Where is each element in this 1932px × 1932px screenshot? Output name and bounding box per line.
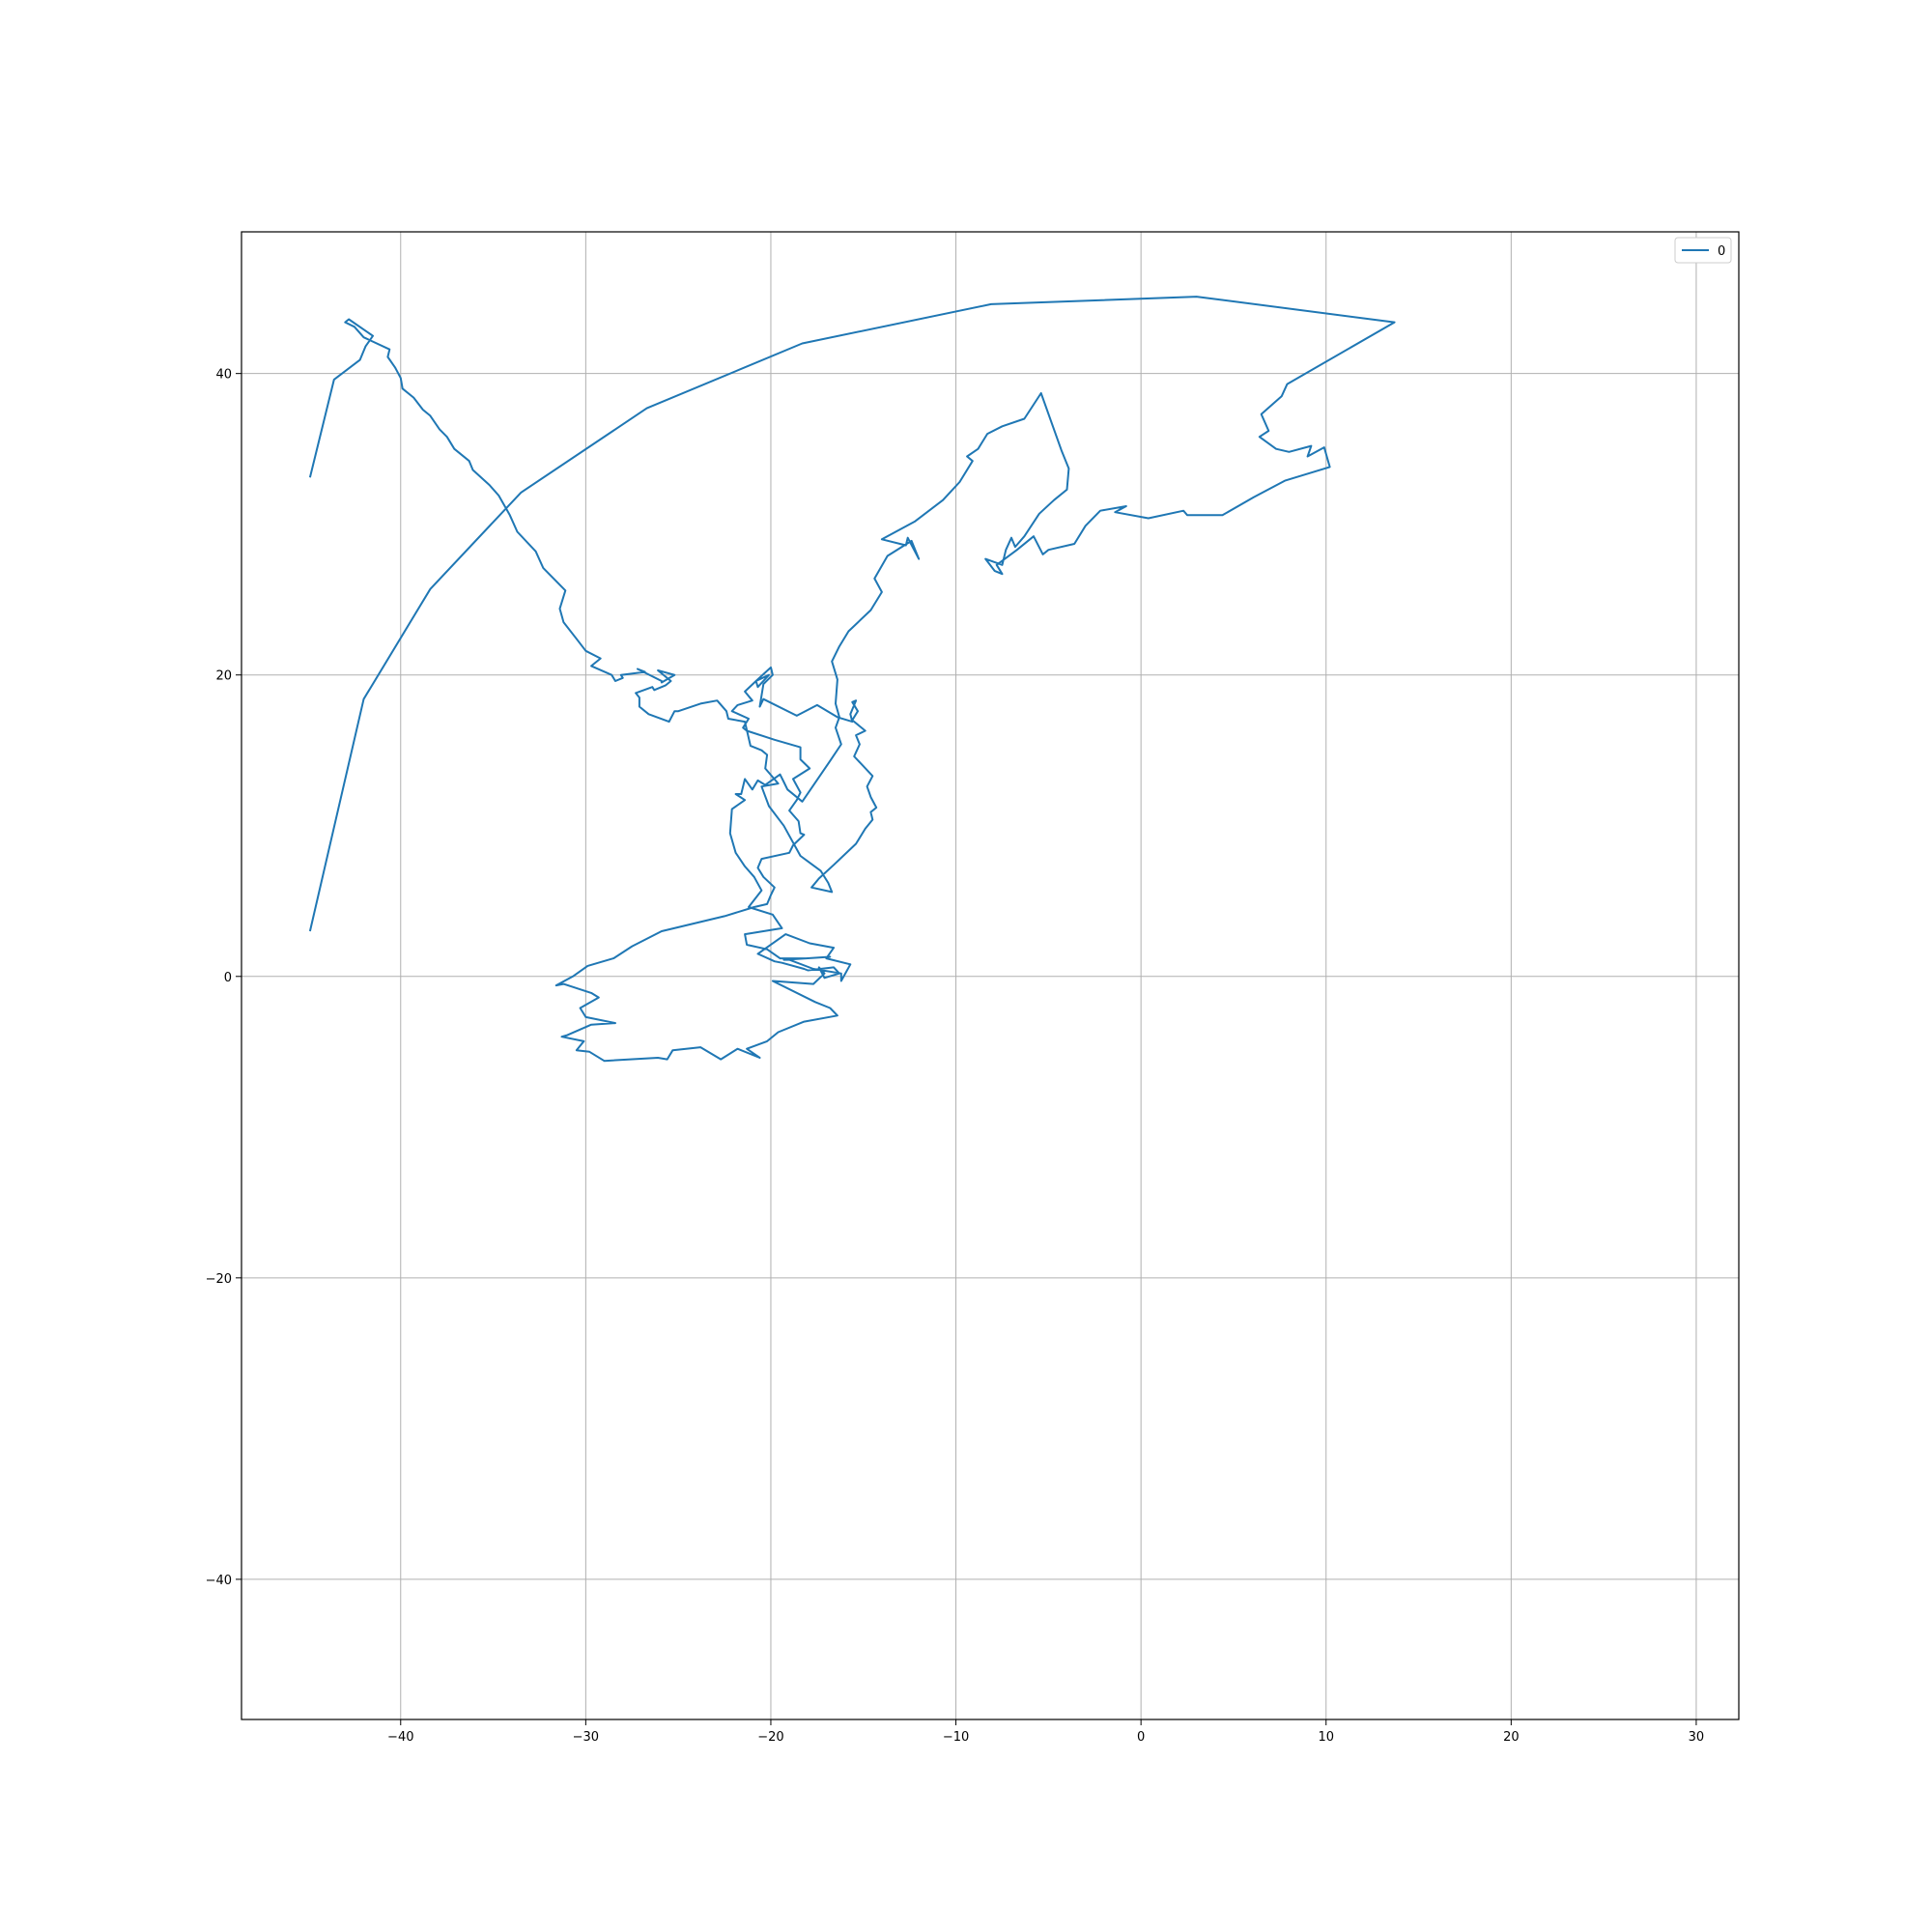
x-tick-label: −20 — [757, 1730, 783, 1745]
plot-frame — [241, 231, 1740, 1720]
x-tick-label: −10 — [943, 1730, 969, 1745]
x-tick-label: −40 — [387, 1730, 413, 1745]
series-layer — [308, 296, 1396, 1063]
y-tick-label: 40 — [215, 368, 232, 383]
x-tick-label: 0 — [1137, 1730, 1145, 1745]
legend-label-0: 0 — [1718, 244, 1725, 259]
y-tick-label: 20 — [215, 669, 232, 684]
y-tick-label: 0 — [224, 971, 232, 985]
x-tick-label: 10 — [1318, 1730, 1334, 1745]
y-tick-label: −20 — [206, 1272, 232, 1287]
y-tick-label: −40 — [206, 1574, 232, 1588]
x-tick-label: 20 — [1503, 1730, 1520, 1745]
axis-ticks: −40 −30 −20 −10 0 10 20 30 −40 −20 0 20 40 — [206, 368, 1705, 1745]
legend: 0 — [1674, 237, 1732, 264]
series-line-0 — [308, 296, 1396, 1063]
x-tick-label: 30 — [1689, 1730, 1705, 1745]
x-tick-label: −30 — [573, 1730, 599, 1745]
grid-lines — [242, 232, 1739, 1719]
